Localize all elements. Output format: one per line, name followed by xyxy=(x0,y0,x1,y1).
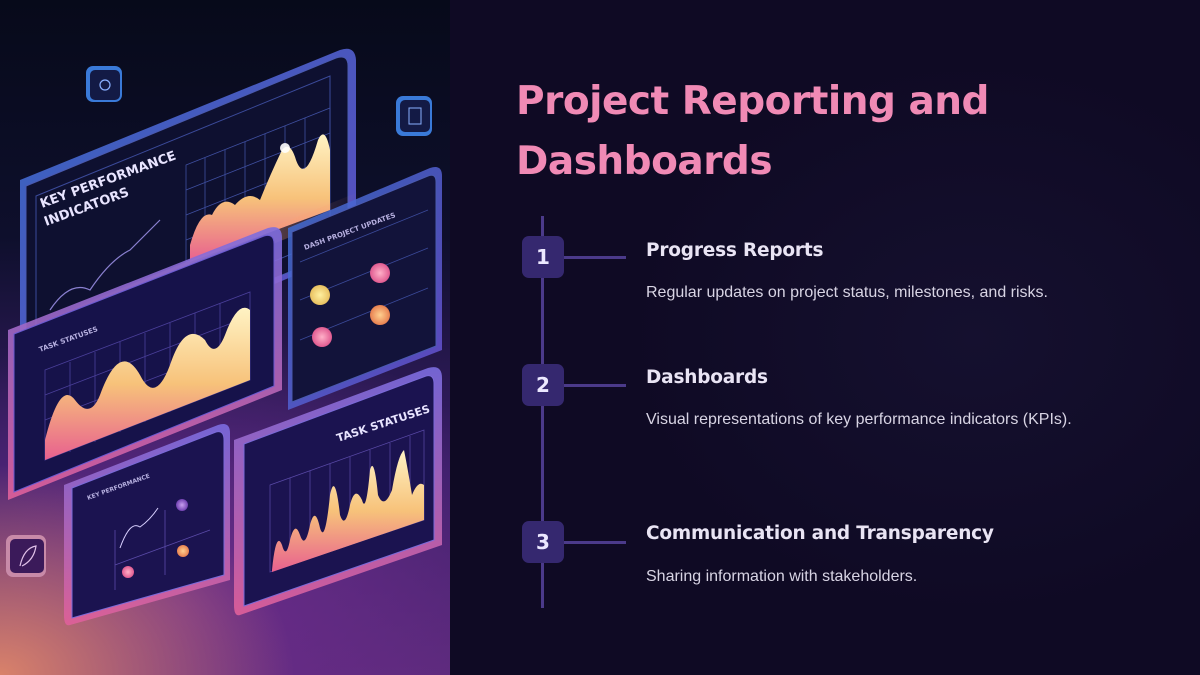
step-number-badge: 2 xyxy=(522,364,564,406)
title-line-2: Dashboards xyxy=(516,139,773,184)
dashboard-illustration: KEY PERFORMANCE INDICATORS DASH PROJECT … xyxy=(0,0,450,675)
step-connector xyxy=(564,541,626,544)
lock-icon xyxy=(86,66,122,102)
step-connector xyxy=(564,384,626,387)
small-kpi-panel: KEY PERFORMANCE xyxy=(64,424,230,626)
project-updates-panel: DASH PROJECT UPDATES xyxy=(288,167,442,410)
document-icon xyxy=(396,96,432,136)
timeline-step-3: 3 Communication and Transparency Sharing… xyxy=(450,521,1200,601)
step-description: Regular updates on project status, miles… xyxy=(646,284,1048,301)
isometric-dashboards-graphic: KEY PERFORMANCE INDICATORS DASH PROJECT … xyxy=(6,48,442,626)
timeline-step-1: 1 Progress Reports Regular updates on pr… xyxy=(450,236,1200,316)
step-description: Sharing information with stakeholders. xyxy=(646,568,918,585)
step-title: Dashboards xyxy=(646,367,768,388)
step-description: Visual representations of key performanc… xyxy=(646,411,1072,428)
task-statuses-panel: TASK STATUSES xyxy=(234,367,442,616)
step-number-badge: 3 xyxy=(522,521,564,563)
step-number-badge: 1 xyxy=(522,236,564,278)
task-wave-panel: TASK STATUSES xyxy=(8,227,282,500)
step-title: Communication and Transparency xyxy=(646,523,994,544)
slide-content: Project Reporting and Dashboards 1 Progr… xyxy=(450,0,1200,675)
title-line-1: Project Reporting and xyxy=(516,79,989,124)
step-connector xyxy=(564,256,626,259)
timeline-step-2: 2 Dashboards Visual representations of k… xyxy=(450,364,1200,444)
leaf-icon xyxy=(6,535,46,577)
timeline-line xyxy=(541,216,544,608)
step-title: Progress Reports xyxy=(646,240,824,261)
page-title: Project Reporting and Dashboards xyxy=(516,72,1116,192)
